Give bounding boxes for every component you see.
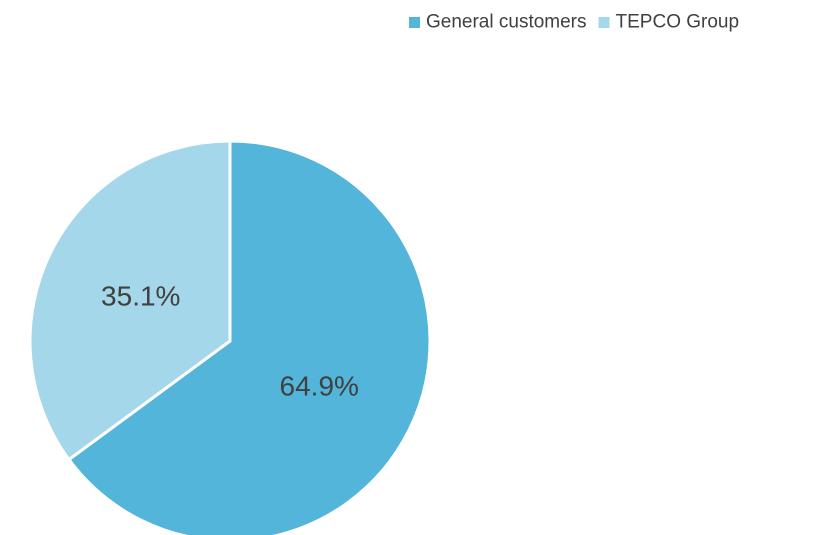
legend: General customers TEPCO Group bbox=[409, 12, 739, 33]
data-label-tepco-group: 35.1% bbox=[101, 280, 180, 311]
legend-swatch-tepco-group bbox=[598, 17, 610, 28]
legend-label-tepco-group: TEPCO Group bbox=[616, 12, 740, 33]
pie-slice-tepco-group bbox=[28, 139, 232, 462]
legend-swatch-general-customers bbox=[409, 17, 420, 28]
pie-slice-general-customers bbox=[67, 139, 432, 535]
legend-label-general-customers: General customers bbox=[426, 12, 587, 33]
pie-slice-labels: 64.9% 35.1% bbox=[101, 280, 359, 401]
pie-slices bbox=[28, 139, 432, 535]
data-label-general-customers: 64.9% bbox=[280, 371, 359, 402]
